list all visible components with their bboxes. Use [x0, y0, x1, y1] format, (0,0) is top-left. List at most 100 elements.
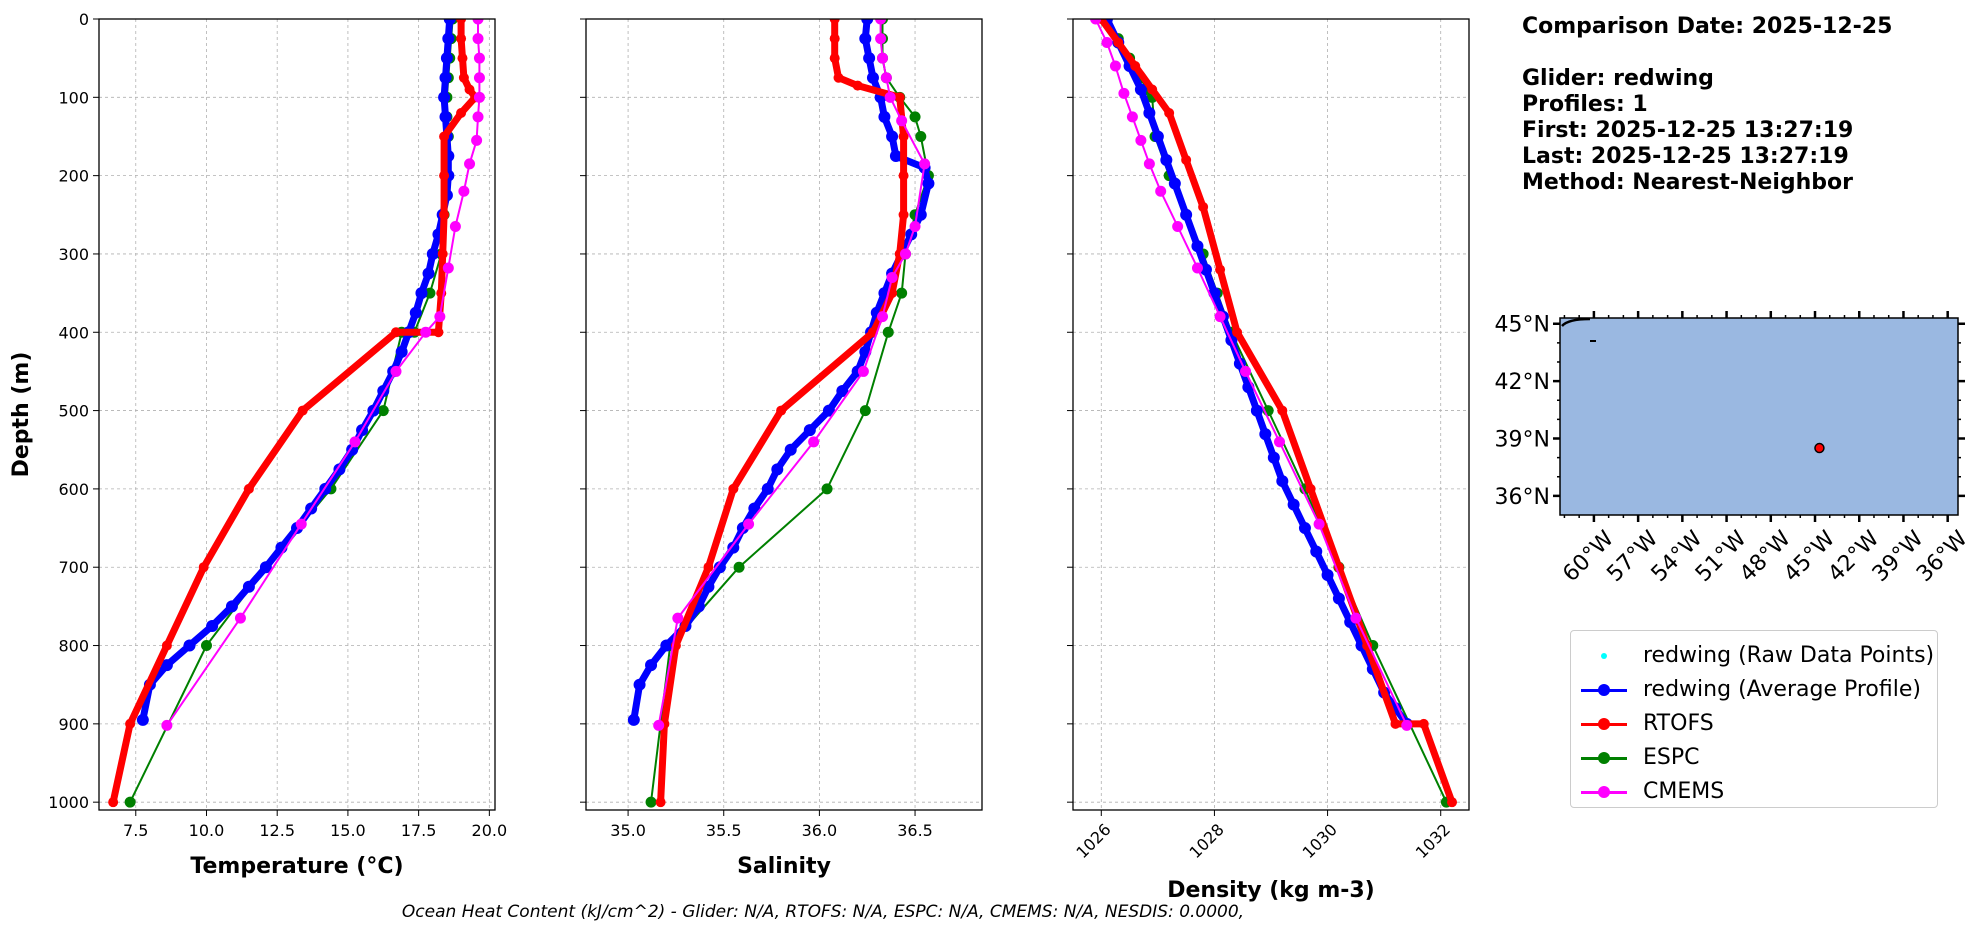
axes-frame — [1072, 18, 1470, 811]
data-point — [420, 326, 432, 338]
data-point — [390, 365, 402, 377]
series-line-cmems — [657, 19, 926, 727]
data-point — [829, 19, 840, 24]
data-point — [1191, 262, 1203, 274]
legend-item-rtofs: RTOFS — [1571, 707, 1937, 741]
data-point — [882, 326, 894, 338]
x-tick-label: 12.5 — [259, 821, 295, 840]
data-point — [833, 72, 844, 83]
data-point — [1321, 569, 1334, 582]
legend-item-raw: redwing (Raw Data Points) — [1571, 639, 1937, 673]
data-point — [1143, 106, 1156, 119]
data-point — [443, 19, 456, 25]
data-point — [1350, 612, 1362, 624]
data-point — [1135, 134, 1147, 146]
data-point — [1164, 107, 1175, 118]
legend-label: RTOFS — [1643, 711, 1714, 736]
y-tick-label: 0 — [79, 10, 89, 29]
y-tick-label: 400 — [58, 323, 89, 342]
data-point — [1250, 404, 1263, 417]
data-point — [457, 53, 468, 64]
x-tick-label: 1028 — [1186, 820, 1228, 862]
data-point — [442, 32, 455, 45]
data-point — [473, 72, 485, 84]
data-point — [784, 443, 797, 456]
x-tick-label: 15.0 — [330, 821, 366, 840]
data-point — [909, 221, 921, 233]
data-point — [424, 287, 436, 299]
y-tick-label: 100 — [58, 88, 89, 107]
x-tick-label: 35.5 — [706, 821, 742, 840]
data-point — [259, 561, 272, 574]
y-tick-label: 600 — [58, 480, 89, 499]
data-point — [1147, 84, 1158, 95]
data-point — [161, 719, 173, 731]
data-point — [437, 248, 448, 259]
data-point — [894, 92, 905, 103]
data-point — [899, 248, 911, 260]
data-point — [863, 52, 876, 65]
data-point — [896, 115, 908, 127]
data-point — [200, 640, 212, 652]
data-point — [456, 19, 467, 24]
panel-2: 35.0 35.5 36.0 36.5 Salinity — [580, 18, 983, 879]
data-point — [1181, 154, 1192, 165]
data-point — [1168, 177, 1181, 190]
legend-marker — [1598, 752, 1610, 764]
y-tick-label: 900 — [58, 715, 89, 734]
data-point — [1273, 436, 1285, 448]
map-lat-label: 42°N — [1495, 370, 1550, 395]
map-lon-label: 36°W — [1912, 526, 1973, 587]
x-tick-label: 20.0 — [472, 821, 508, 840]
data-point — [821, 483, 833, 495]
series-group — [108, 19, 485, 808]
x-tick-label: 17.5 — [401, 821, 437, 840]
data-point — [439, 209, 450, 220]
data-point — [884, 91, 896, 103]
data-point — [1287, 498, 1300, 511]
map-ocean — [1559, 317, 1959, 516]
data-point — [1160, 153, 1173, 166]
data-point — [1191, 240, 1204, 253]
y-tick-label: 200 — [58, 167, 89, 186]
data-point — [434, 311, 446, 323]
data-point — [1090, 19, 1102, 25]
data-point — [857, 365, 869, 377]
data-point — [440, 52, 453, 65]
data-point — [1109, 60, 1121, 72]
data-point — [898, 209, 909, 220]
data-point — [395, 345, 408, 358]
legend-marker — [1598, 786, 1610, 798]
data-point — [456, 33, 467, 44]
data-point — [1390, 718, 1401, 729]
series-group — [627, 19, 935, 808]
data-point — [1143, 158, 1155, 170]
data-point — [391, 327, 401, 338]
data-point — [409, 306, 422, 319]
data-point — [886, 130, 899, 143]
data-point — [1172, 221, 1184, 233]
data-point — [125, 718, 136, 729]
data-point — [242, 580, 255, 593]
data-point — [866, 71, 879, 84]
data-point — [473, 52, 485, 64]
x-axis-label: Temperature (°C) — [190, 854, 403, 879]
data-point — [1180, 208, 1193, 221]
data-point — [161, 640, 172, 651]
data-point — [808, 436, 820, 448]
data-point — [822, 404, 835, 417]
data-point — [439, 131, 450, 142]
x-tick-label: 1032 — [1412, 820, 1454, 862]
data-point — [878, 110, 891, 123]
map-lat-label: 39°N — [1495, 427, 1550, 452]
x-tick-label: 36.0 — [802, 821, 838, 840]
legend-item-cmems: CMEMS — [1571, 775, 1937, 809]
y-tick-label: 500 — [58, 402, 89, 421]
x-tick-label: 35.0 — [610, 821, 646, 840]
data-point — [458, 72, 469, 83]
data-point — [761, 482, 774, 495]
data-point — [880, 72, 892, 84]
y-tick-label: 300 — [58, 245, 89, 264]
data-point — [852, 80, 863, 91]
coastline — [1561, 317, 1591, 327]
